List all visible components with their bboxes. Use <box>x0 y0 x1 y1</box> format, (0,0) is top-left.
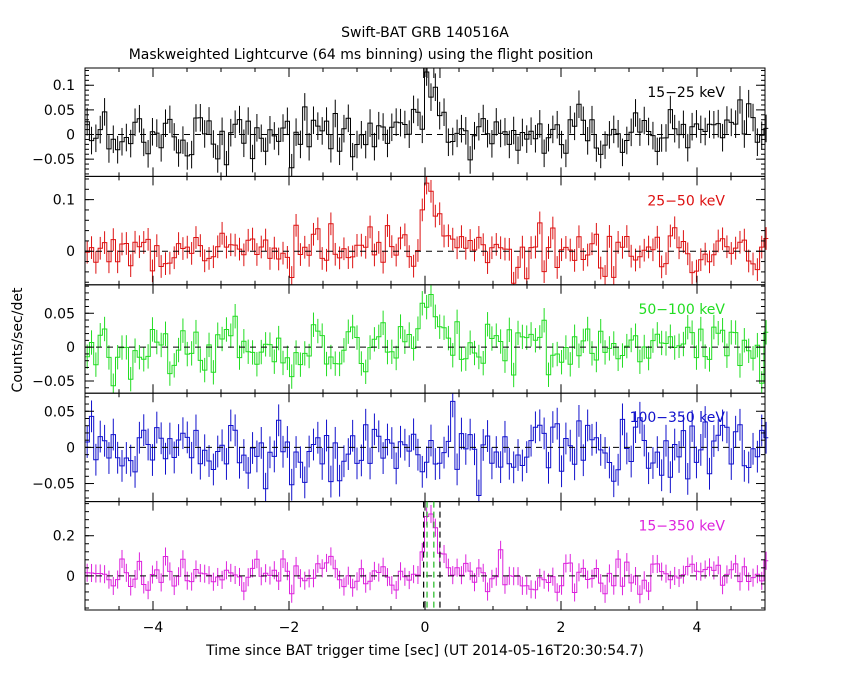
x-tick-label: 4 <box>693 620 702 636</box>
panel-5: 0 0.2 15−350 keV <box>53 501 769 611</box>
y-tick-label: 0 <box>66 244 75 260</box>
y-tick-label: 0 <box>66 128 75 144</box>
y-tick-label: 0.2 <box>53 529 75 545</box>
panel-2: 0 0.1 25−50 keV <box>53 175 769 286</box>
panel-4: −0.05 0 0.05 100−350 keV <box>32 392 769 503</box>
y-tick-label: 0.05 <box>44 103 75 119</box>
panel-3: −0.05 0 0.05 50−100 keV <box>32 284 769 394</box>
x-tick-label: −4 <box>143 620 164 636</box>
band-label: 15−350 keV <box>638 519 725 535</box>
band-label: 50−100 keV <box>638 302 725 318</box>
y-tick-label: −0.05 <box>32 374 75 390</box>
y-tick-label: 0 <box>66 569 75 585</box>
y-tick-label: −0.05 <box>32 152 75 168</box>
band-label: 100−350 keV <box>630 410 726 426</box>
panel-1: −0.05 0 0.05 0.1 15−25 keV <box>32 67 769 177</box>
y-tick-label: 0.05 <box>44 404 75 420</box>
band-label: 25−50 keV <box>647 193 725 209</box>
y-tick-label: 0 <box>66 340 75 356</box>
x-axis-label: Time since BAT trigger time [sec] (UT 20… <box>205 643 644 659</box>
x-tick-label: −2 <box>279 620 300 636</box>
band-label: 15−25 keV <box>647 85 725 101</box>
x-tick-label: 0 <box>421 620 430 636</box>
y-axis-label: Counts/sec/det <box>10 287 26 392</box>
chart-title: Swift-BAT GRB 140516A <box>341 25 509 41</box>
chart-subtitle: Maskweighted Lightcurve (64 ms binning) … <box>129 47 594 63</box>
y-tick-label: 0 <box>66 440 75 456</box>
y-tick-label: 0.05 <box>44 306 75 322</box>
y-tick-label: −0.05 <box>32 477 75 493</box>
x-tick-label: 2 <box>557 620 566 636</box>
y-tick-label: 0.1 <box>53 78 75 94</box>
panels-group: −0.05 0 0.05 0.1 15−25 keV 0 0.1 25−50 keV −0.05… <box>32 67 769 636</box>
y-tick-label: 0.1 <box>53 193 75 209</box>
